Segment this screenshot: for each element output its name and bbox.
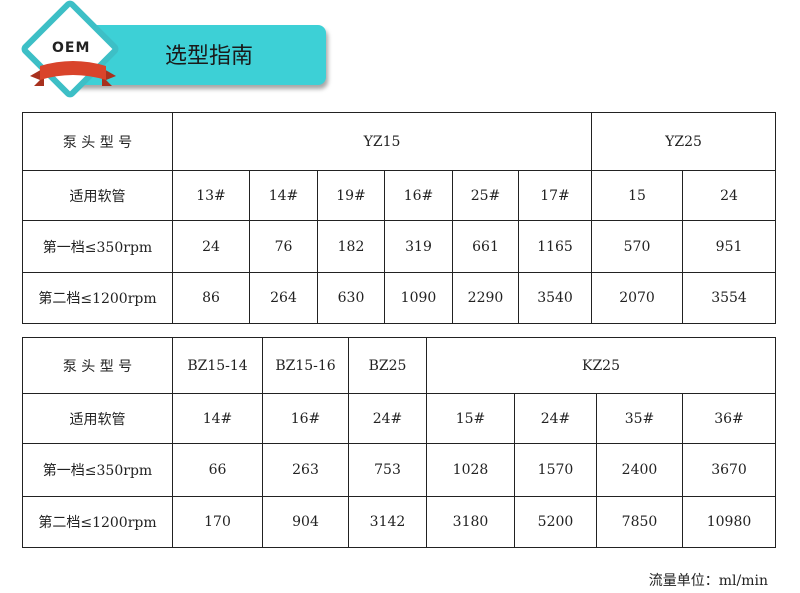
table-cell: 263 [262, 443, 349, 497]
row-header: 第一档≤350rpm [22, 443, 173, 497]
spec-table-yz: 泵 头 型 号 YZ15 YZ25 适用软管 13# 14# 19# 16# 25# 17# 15 2… [22, 112, 777, 324]
table-row: 第一档≤350rpm 24 76 182 319 661 1165 570 951 [22, 220, 777, 273]
table-cell: 17# [517, 170, 593, 221]
table-cell: 13# [172, 170, 250, 221]
table-cell: YZ25 [591, 112, 777, 171]
table-cell: 3142 [348, 496, 427, 548]
table-cell: 2290 [452, 272, 519, 324]
table-row: 适用软管 14# 16# 24# 15# 24# 35# 36# [22, 393, 777, 444]
table-cell: 630 [317, 272, 385, 324]
table-cell: 24# [348, 393, 427, 444]
table-cell: 1028 [426, 443, 515, 497]
table-cell: 5200 [514, 496, 597, 548]
table-cell: 14# [249, 170, 318, 221]
table-cell: 15# [426, 393, 515, 444]
table-cell: 753 [348, 443, 427, 497]
table-cell: 16# [262, 393, 349, 444]
table-cell: 3670 [681, 443, 777, 497]
table-cell: 570 [591, 220, 684, 273]
row-header: 第二档≤1200rpm [22, 272, 173, 324]
table-cell: 36# [681, 393, 777, 444]
row-header: 泵 头 型 号 [22, 337, 173, 394]
table-cell: 24# [514, 393, 597, 444]
table-cell: 1090 [384, 272, 453, 324]
table-cell: 661 [452, 220, 519, 273]
table-cell: 25# [452, 170, 519, 221]
table-cell: 904 [262, 496, 349, 548]
table-cell: BZ15-16 [262, 337, 349, 394]
table-cell: YZ15 [171, 112, 593, 171]
table-row: 适用软管 13# 14# 19# 16# 25# 17# 15 24 [22, 170, 777, 221]
table-cell: BZ15-14 [172, 337, 263, 394]
table-cell: 24 [172, 220, 250, 273]
table-cell: 264 [249, 272, 318, 324]
table-row: 第一档≤350rpm 66 263 753 1028 1570 2400 3670 [22, 443, 777, 497]
oem-label: OEM [52, 40, 91, 56]
page-title: 选型指南 [165, 44, 254, 69]
row-header: 第一档≤350rpm [22, 220, 173, 273]
table-cell: 76 [249, 220, 318, 273]
table-cell: 182 [317, 220, 385, 273]
table-cell: KZ25 [425, 337, 777, 394]
table-cell: 1165 [517, 220, 593, 273]
table-cell: 15 [591, 170, 684, 221]
table-cell: 3540 [517, 272, 593, 324]
table-cell: 7850 [596, 496, 683, 548]
row-header: 泵 头 型 号 [22, 112, 173, 171]
table-cell: 14# [172, 393, 263, 444]
table-cell: 2400 [596, 443, 683, 497]
row-header: 适用软管 [22, 393, 173, 444]
table-cell: 1570 [514, 443, 597, 497]
row-header: 适用软管 [22, 170, 173, 221]
table-cell: 10980 [681, 496, 777, 548]
table-cell: 35# [596, 393, 683, 444]
table-cell: 24 [682, 170, 777, 221]
table-row: 泵 头 型 号 BZ15-14 BZ15-16 BZ25 KZ25 [22, 337, 777, 394]
table-row: 泵 头 型 号 YZ15 YZ25 [22, 112, 777, 171]
table-row: 第二档≤1200rpm 86 264 630 1090 2290 3540 2070 3554 [22, 272, 777, 324]
table-cell: 3180 [426, 496, 515, 548]
table-cell: 86 [172, 272, 250, 324]
table-cell: BZ25 [348, 337, 427, 394]
table-cell: 19# [317, 170, 385, 221]
table-row: 第二档≤1200rpm 170 904 3142 3180 5200 7850 10980 [22, 496, 777, 548]
table-cell: 319 [384, 220, 453, 273]
table-cell: 16# [384, 170, 453, 221]
table-cell: 3554 [682, 272, 777, 324]
table-cell: 2070 [591, 272, 684, 324]
table-cell: 170 [172, 496, 263, 548]
ribbon-icon [30, 61, 116, 86]
flow-unit-note: 流量单位：ml/min [648, 573, 768, 589]
table-cell: 66 [172, 443, 263, 497]
table-cell: 951 [682, 220, 777, 273]
row-header: 第二档≤1200rpm [22, 496, 173, 548]
spec-table-bz-kz: 泵 头 型 号 BZ15-14 BZ15-16 BZ25 KZ25 适用软管 14# 16# 2… [22, 337, 777, 548]
